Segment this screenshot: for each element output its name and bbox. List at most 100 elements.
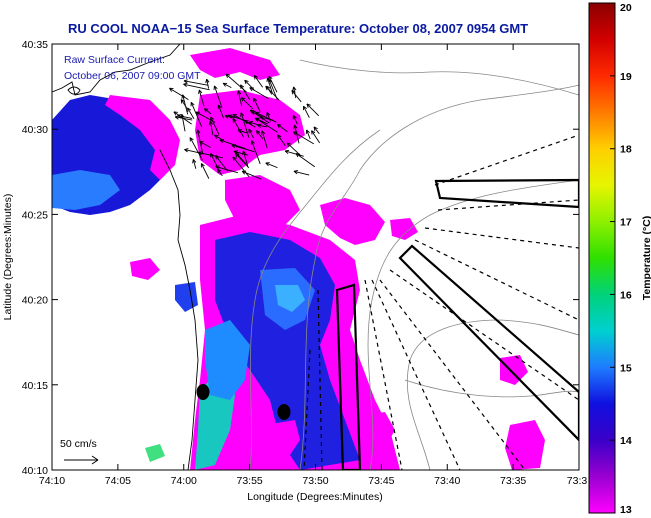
current-vector-head — [241, 171, 246, 175]
current-vector — [209, 121, 214, 136]
current-vector — [235, 153, 250, 169]
current-vector-head — [231, 144, 236, 149]
current-vector-head — [218, 104, 222, 109]
x-tick-label: 74:05 — [105, 475, 131, 487]
current-vector — [189, 137, 203, 161]
sst-field — [52, 48, 545, 470]
current-vector — [206, 79, 210, 89]
current-vector — [259, 116, 274, 121]
current-vector-head — [240, 97, 244, 102]
current-vector-head — [268, 79, 273, 83]
current-vector — [219, 139, 246, 150]
current-vector-head — [255, 118, 259, 122]
current-vector-head — [217, 169, 219, 174]
current-vector-head — [198, 89, 203, 94]
current-vector — [240, 112, 250, 138]
current-vector-head — [244, 79, 249, 82]
current-vector-head — [303, 105, 307, 109]
x-axis-label: Longitude (Degrees:Minutes) — [247, 491, 382, 503]
y-tick-label: 40:25 — [22, 209, 48, 221]
sst-patch-se2 — [500, 355, 528, 385]
current-vector — [293, 86, 297, 99]
current-vector-head — [259, 116, 264, 120]
current-vector-head — [214, 134, 218, 139]
current-vector-head — [208, 121, 211, 126]
sst-patch-east — [320, 198, 385, 245]
current-vector-head — [204, 108, 209, 110]
current-vector-head — [210, 116, 215, 120]
current-vector-head — [237, 129, 242, 134]
current-vector — [266, 112, 271, 122]
current-vector — [261, 130, 268, 148]
sst-patch-west-green — [145, 444, 165, 462]
current-vector-head — [248, 120, 254, 123]
x-tick-label: 73:55 — [236, 475, 262, 487]
sst-patch-north — [190, 48, 280, 80]
current-vector — [192, 159, 197, 169]
current-vector-head — [182, 94, 186, 99]
x-tick-label: 73:50 — [302, 475, 328, 487]
current-vector-head — [228, 115, 232, 119]
depth-contours — [249, 59, 579, 470]
current-vector-head — [251, 111, 255, 115]
current-vector — [249, 87, 269, 100]
current-vector-head — [266, 85, 271, 89]
sst-patch-shore-blue — [205, 320, 250, 400]
current-vector-head — [224, 114, 229, 117]
current-vector-head — [180, 114, 183, 119]
current-vector — [303, 105, 310, 118]
current-vector — [197, 129, 204, 155]
current-vector — [187, 107, 195, 120]
current-vector — [284, 150, 304, 157]
current-vector-head — [253, 97, 258, 101]
current-vector-head — [249, 87, 253, 92]
current-vector-head — [292, 131, 296, 136]
current-vector-head — [285, 149, 290, 152]
current-vector — [277, 123, 288, 133]
current-vector-head — [240, 112, 242, 117]
current-vector-head — [311, 130, 313, 135]
y-tick-label: 40:30 — [22, 124, 48, 136]
current-vector — [199, 141, 211, 148]
current-vector — [291, 90, 302, 103]
current-vector-head — [232, 156, 235, 161]
current-vector-head — [169, 87, 173, 92]
sst-patch-sw1 — [265, 420, 300, 455]
current-vector — [181, 114, 186, 132]
sst-patch-nw-cyan — [52, 170, 120, 210]
current-vector — [184, 149, 204, 155]
current-vector-head — [233, 151, 238, 155]
current-vector-head — [225, 73, 230, 76]
colorbar-tick-label: 16 — [620, 289, 632, 301]
current-vector-head — [306, 103, 311, 106]
current-vector — [251, 140, 261, 165]
current-vector — [265, 162, 278, 169]
current-vector — [183, 80, 209, 86]
current-vector-head — [254, 75, 259, 78]
current-vector — [268, 75, 278, 93]
current-vector — [215, 155, 229, 172]
station-dot-1 — [196, 384, 210, 400]
current-vector-head — [268, 75, 273, 79]
current-vector-head — [225, 73, 228, 78]
current-vector-head — [198, 89, 200, 94]
current-vector-head — [293, 170, 298, 175]
current-vector-head — [293, 86, 297, 91]
radial-lines — [303, 134, 579, 470]
current-vector-head — [205, 78, 208, 84]
current-vector-head — [190, 101, 195, 106]
x-axis-ticks: 74:10 74:05 74:00 73:55 73:50 73:45 73:40 73:35… — [39, 44, 587, 487]
current-vector — [248, 128, 255, 139]
current-vector-head — [197, 129, 201, 134]
current-vector — [233, 150, 249, 156]
current-vector — [295, 153, 316, 168]
current-vector — [306, 103, 320, 117]
current-vector-head — [196, 129, 199, 134]
current-vector-head — [313, 126, 318, 130]
current-vector-head — [250, 109, 255, 112]
current-vector-head — [240, 84, 245, 88]
colorbar-tick-label: 18 — [620, 144, 632, 156]
current-vector-head — [183, 79, 188, 82]
current-vector-head — [291, 90, 294, 95]
